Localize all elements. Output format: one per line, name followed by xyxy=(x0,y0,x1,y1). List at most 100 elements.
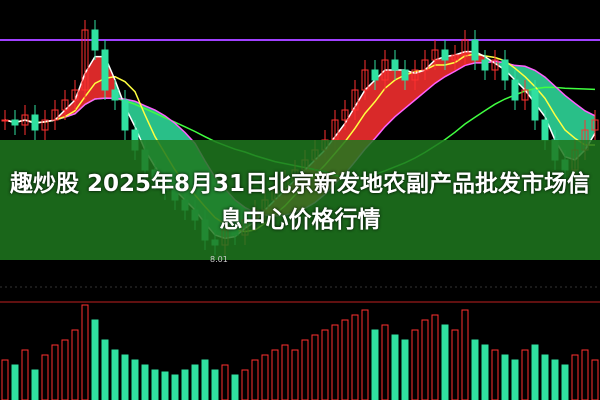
volume-bar xyxy=(161,371,169,400)
candle-body xyxy=(491,59,499,71)
volume-bar xyxy=(121,354,129,400)
volume-bar xyxy=(71,329,79,400)
candle-body xyxy=(591,119,599,131)
volume-bar xyxy=(491,349,499,400)
volume-bar xyxy=(511,359,519,400)
volume-bar xyxy=(361,309,369,400)
candle-body xyxy=(391,59,399,71)
candle-body xyxy=(381,59,389,81)
candle-body xyxy=(1,119,9,122)
volume-bar xyxy=(551,359,559,400)
volume-bar xyxy=(451,329,459,400)
candle-body xyxy=(371,69,379,81)
candle-body xyxy=(91,29,99,51)
ma-fill xyxy=(365,80,375,150)
volume-bar xyxy=(281,344,289,400)
volume-bar xyxy=(251,359,259,400)
candle-body xyxy=(531,89,539,121)
volume-bar xyxy=(591,359,599,400)
candle-body xyxy=(41,119,49,131)
volume-bar xyxy=(521,349,529,400)
volume-bar xyxy=(371,329,379,400)
ma-fill xyxy=(375,70,385,139)
volume-bar xyxy=(171,374,179,400)
volume-bar xyxy=(501,354,509,400)
volume-bar xyxy=(381,324,389,400)
volume-bar xyxy=(311,334,319,400)
candle-body xyxy=(341,109,349,121)
candle-body xyxy=(61,99,69,111)
volume-bar xyxy=(351,314,359,400)
ma-fill xyxy=(395,70,405,117)
candle-body xyxy=(71,89,79,101)
volume-bar xyxy=(531,344,539,400)
volume-bar xyxy=(41,354,49,400)
ma-fill xyxy=(135,101,145,150)
candle-body xyxy=(361,69,369,91)
volume-bar xyxy=(111,349,119,400)
candle-body xyxy=(451,54,459,61)
volume-bar xyxy=(321,329,329,400)
volume-bar xyxy=(141,364,149,400)
volume-bar xyxy=(31,369,39,400)
candle-body xyxy=(501,59,509,81)
volume-bar xyxy=(11,364,19,400)
candle-body xyxy=(421,59,429,71)
volume-bar xyxy=(341,319,349,400)
volume-bar xyxy=(1,359,9,400)
candle-body xyxy=(411,69,419,81)
volume-bar xyxy=(211,369,219,400)
candle-body xyxy=(31,114,39,131)
volume-bar xyxy=(21,349,29,400)
candle-body xyxy=(471,39,479,61)
volume-bar xyxy=(561,364,569,400)
volume-bar xyxy=(131,359,139,400)
volume-bar xyxy=(571,354,579,400)
volume-bar xyxy=(301,339,309,400)
candle-body xyxy=(81,29,89,91)
volume-bar xyxy=(201,359,209,400)
volume-bar xyxy=(51,344,59,400)
candle-body xyxy=(461,39,469,56)
volume-bar xyxy=(61,339,69,400)
candle-body xyxy=(511,79,519,101)
ma-fill xyxy=(435,56,445,84)
volume-bar xyxy=(241,369,249,400)
volume-bar xyxy=(541,354,549,400)
candle-body xyxy=(521,89,529,101)
volume-bar xyxy=(481,344,489,400)
volume-bar xyxy=(81,304,89,400)
candle-body xyxy=(51,109,59,121)
volume-bar xyxy=(191,364,199,400)
candle-body xyxy=(431,49,439,61)
volume-bar xyxy=(441,324,449,400)
volume-bar xyxy=(431,314,439,400)
candle-body xyxy=(481,59,489,71)
candle-body xyxy=(21,114,29,126)
volume-bar xyxy=(471,339,479,400)
volume-bar xyxy=(391,334,399,400)
ma-fill xyxy=(515,65,525,90)
volume-bar xyxy=(291,349,299,400)
volume-bar xyxy=(461,309,469,400)
volume-bar xyxy=(271,349,279,400)
candle-body xyxy=(351,89,359,111)
volume-bar xyxy=(221,364,229,400)
candle-body xyxy=(111,89,119,101)
volume-bar xyxy=(261,354,269,400)
ma-fill xyxy=(385,70,395,127)
candle-body xyxy=(121,99,129,131)
volume-bar xyxy=(401,339,409,400)
volume-bar xyxy=(101,339,109,400)
candle-body xyxy=(441,49,449,61)
ma-fill xyxy=(545,77,555,140)
volume-bar xyxy=(91,319,99,400)
candle-body xyxy=(11,119,19,126)
volume-bar xyxy=(421,319,429,400)
volume-bar xyxy=(181,369,189,400)
title-band xyxy=(0,140,600,260)
volume-bar xyxy=(411,329,419,400)
page-title: 趣炒股 2025年8月31日北京新发地农副产品批发市场信息中心价格行情 xyxy=(9,171,591,233)
low-price-label: 8.01 xyxy=(210,255,228,264)
